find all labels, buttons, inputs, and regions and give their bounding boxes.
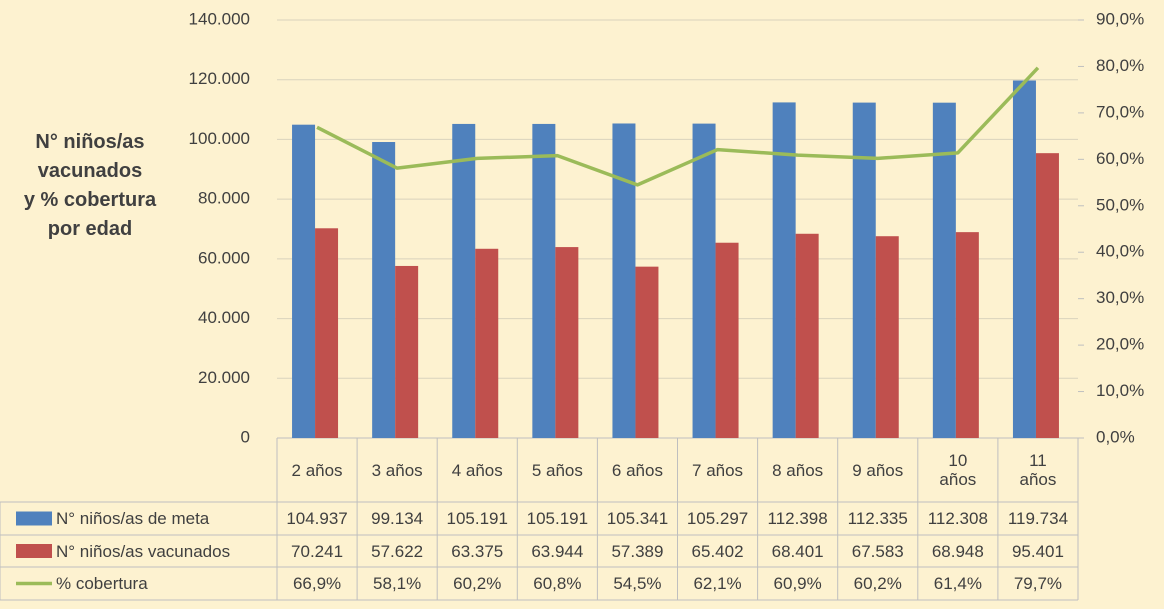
- table-value: 60,8%: [533, 574, 582, 593]
- x-tick-label: 2 años: [291, 460, 343, 480]
- bar: [955, 232, 979, 438]
- bar: [395, 265, 419, 438]
- table-value: 63.375: [451, 541, 504, 561]
- x-tick-label: 6 años: [611, 460, 663, 480]
- bar: [372, 142, 396, 438]
- bar: [692, 123, 716, 438]
- y2-tick-label: 60,0%: [1096, 149, 1144, 168]
- y-axis-label: N° niños/as vacunados y % cobertura por eda…: [0, 128, 180, 244]
- table-value: 105.341: [606, 509, 669, 528]
- table-value: 60,9%: [773, 574, 822, 593]
- y-tick-label: 20.000: [198, 368, 250, 387]
- bar: [1035, 153, 1059, 439]
- y-tick-label: 40.000: [198, 308, 250, 327]
- table-value: 60,2%: [453, 574, 502, 593]
- table-value: 99.134: [371, 509, 424, 528]
- bar: [1012, 80, 1036, 438]
- table-value: 66,9%: [292, 574, 342, 593]
- y2-tick-label: 90,0%: [1096, 9, 1144, 28]
- table-value: 112.308: [927, 509, 988, 528]
- table-value: 61,4%: [933, 574, 982, 593]
- table-value: 60,2%: [853, 574, 902, 593]
- legend-label: N° niños/as de meta: [56, 509, 210, 528]
- legend-swatch: [16, 544, 52, 558]
- y2-tick-label: 70,0%: [1096, 102, 1144, 121]
- bar: [532, 123, 556, 439]
- table-value: 104.937: [286, 509, 348, 528]
- y2-tick-label: 0,0%: [1096, 427, 1135, 446]
- y-axis-label-line: N° niños/as: [35, 131, 145, 153]
- table-value: 112.398: [767, 509, 828, 528]
- x-tick-label: 4 años: [451, 460, 503, 480]
- bar: [555, 247, 579, 438]
- table-value: 95.401: [1011, 541, 1064, 561]
- table-value: 57.389: [611, 541, 664, 561]
- y2-tick-label: 80,0%: [1096, 56, 1144, 75]
- table-value: 112.335: [847, 509, 908, 528]
- y-tick-label: 80.000: [198, 189, 250, 208]
- x-tick-label: 7 años: [692, 460, 744, 480]
- bar: [795, 233, 819, 438]
- table-value: 79,7%: [1013, 574, 1063, 593]
- x-tick-label: 9 años: [852, 460, 904, 480]
- bar: [772, 102, 796, 438]
- table-value: 58,1%: [373, 574, 422, 593]
- y2-tick-label: 30,0%: [1096, 288, 1144, 307]
- y-axis-label-line: vacunados: [37, 160, 143, 182]
- x-tick-label: 5 años: [531, 460, 583, 480]
- y-tick-label: 0: [241, 427, 250, 446]
- y-axis-label-line: y % cobertura: [23, 189, 157, 211]
- table-value: 54,5%: [613, 574, 662, 593]
- table-value: 62,1%: [693, 574, 742, 593]
- legend-swatch: [16, 511, 52, 526]
- y-tick-label: 120.000: [189, 69, 250, 88]
- table-value: 68.948: [931, 541, 984, 561]
- x-tick-label: 3 años: [371, 460, 423, 480]
- bar: [932, 102, 956, 439]
- table-value: 67.583: [851, 541, 904, 561]
- y2-tick-label: 10,0%: [1096, 381, 1144, 400]
- bar: [452, 123, 476, 439]
- y-tick-label: 100.000: [189, 129, 250, 148]
- table-value: 65.402: [691, 541, 744, 561]
- y2-tick-label: 20,0%: [1096, 335, 1144, 354]
- table-value: 105.191: [446, 509, 508, 528]
- y2-tick-label: 40,0%: [1096, 242, 1144, 261]
- bar: [292, 124, 316, 438]
- bar: [475, 248, 499, 438]
- line: [316, 66, 1040, 187]
- y-axis-label-line: por edad: [47, 218, 133, 240]
- bar: [715, 242, 739, 438]
- y2-tick-label: 50,0%: [1096, 195, 1144, 214]
- table-value: 119.734: [1007, 509, 1069, 528]
- y-tick-label: 140.000: [189, 9, 250, 28]
- table-value: 57.622: [371, 541, 424, 561]
- legend-label: N° niños/as vacunados: [56, 541, 231, 561]
- y-tick-label: 60.000: [198, 248, 250, 267]
- bar: [635, 266, 659, 438]
- bar: [852, 102, 876, 438]
- legend-label: % cobertura: [56, 574, 148, 593]
- x-tick-label: 10 años: [939, 451, 977, 489]
- table-value: 70.241: [291, 541, 344, 561]
- table-value: 63.944: [531, 541, 584, 561]
- bar: [315, 228, 339, 438]
- bar: [875, 236, 899, 438]
- bar: [612, 123, 636, 438]
- x-tick-label: 8 años: [772, 460, 824, 480]
- table-value: 68.401: [771, 541, 824, 561]
- x-tick-label: 11 años: [1019, 451, 1057, 489]
- table-value: 105.191: [526, 509, 589, 528]
- table-value: 105.297: [686, 509, 749, 528]
